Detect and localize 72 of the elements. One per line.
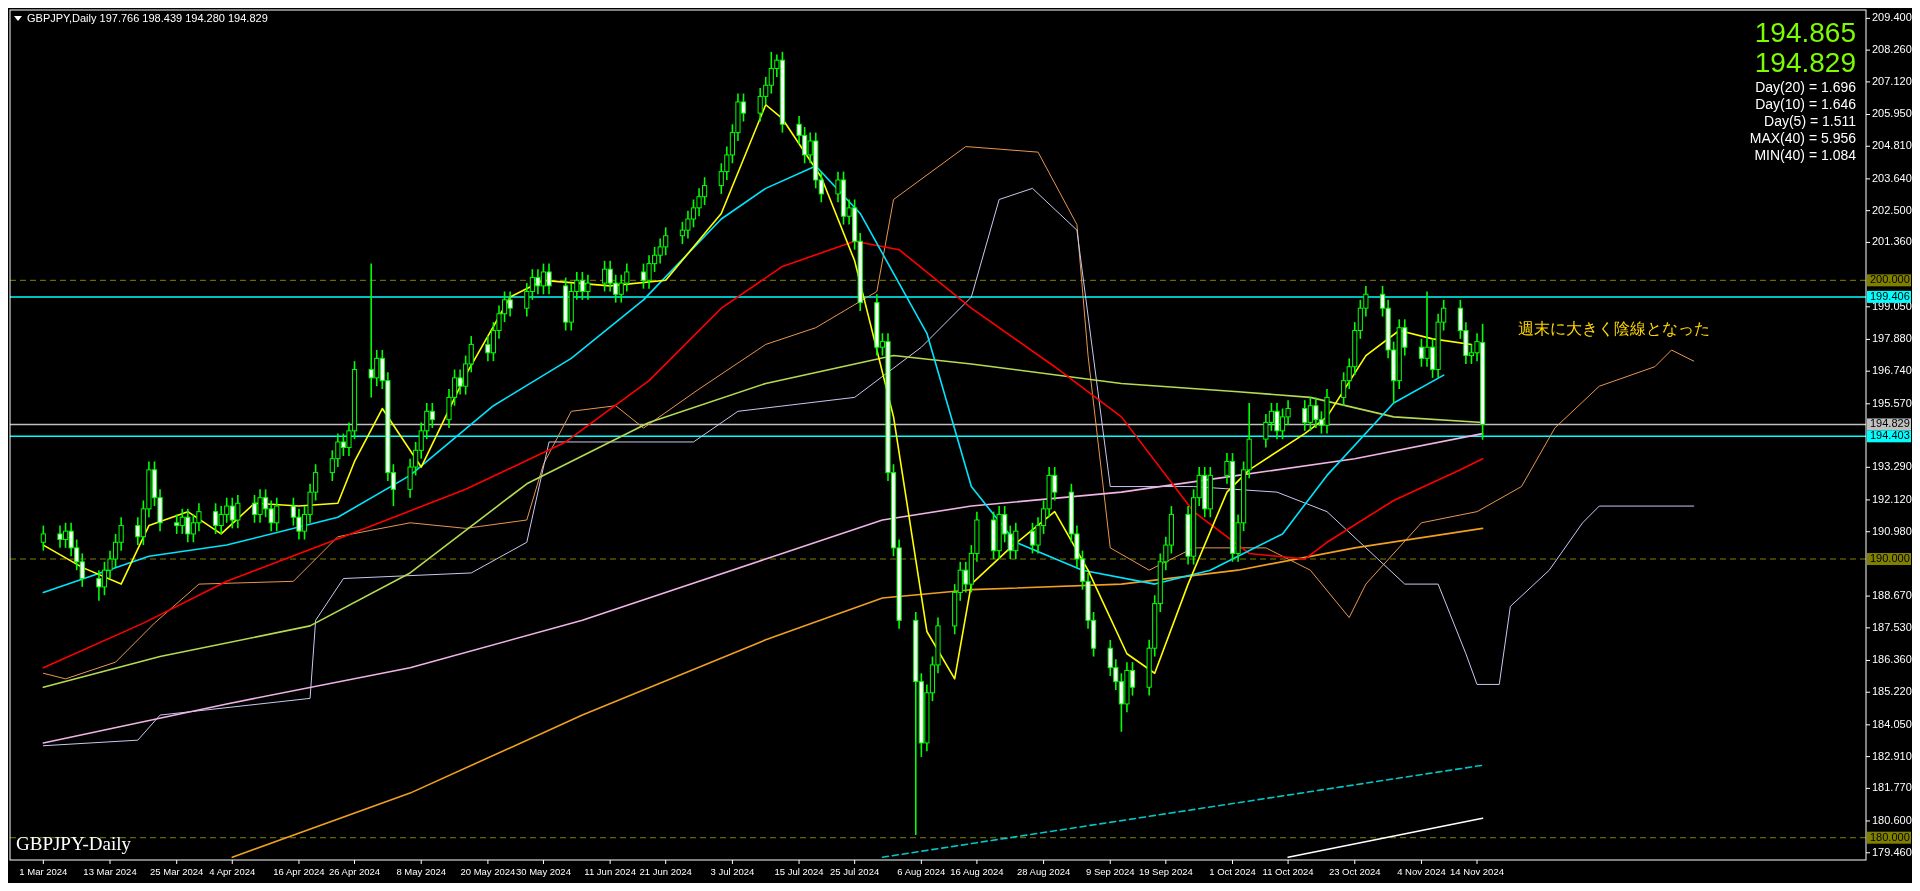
- x-tick-label: 14 Nov 2024: [1450, 866, 1504, 877]
- x-tick-label: 11 Jun 2024: [584, 866, 636, 877]
- x-tick-label: 25 Jul 2024: [830, 866, 880, 877]
- y-tick-label: 185.220: [1872, 685, 1912, 698]
- line-series: [42, 240, 1484, 669]
- ref-line-label: 200.000: [1870, 273, 1910, 286]
- x-tick-label: 26 Apr 2024: [328, 866, 381, 877]
- ref-line-label: 180.000: [1870, 830, 1910, 843]
- y-tick-label: 188.670: [1872, 588, 1912, 601]
- x-tick-label: 4 Nov 2024: [1397, 866, 1446, 877]
- y-tick-label: 209.400: [1872, 11, 1912, 24]
- x-tick-label: 11 Oct 2024: [1262, 866, 1314, 877]
- ref-line-label: 194.829: [1870, 417, 1910, 430]
- y-tick-label: 184.050: [1872, 717, 1912, 730]
- line-series: [231, 527, 1484, 859]
- y-tick-label: 186.360: [1872, 653, 1912, 666]
- x-tick-label: 6 Aug 2024: [897, 866, 946, 877]
- annotation: Day(20) = 1.696: [1755, 79, 1857, 95]
- candlestick: [40, 524, 46, 552]
- annotation: GBPJPY-Daily: [16, 833, 132, 854]
- y-tick-label: 204.810: [1872, 139, 1912, 152]
- line-series: [42, 103, 1473, 680]
- ref-line-label: 199.406: [1870, 289, 1910, 302]
- y-tick-label: 208.260: [1872, 43, 1912, 56]
- y-tick-label: 201.360: [1872, 235, 1912, 248]
- annotation: Day(10) = 1.646: [1755, 96, 1857, 112]
- x-tick-label: 8 May 2024: [396, 866, 447, 877]
- annotation: MIN(40) = 1.084: [1754, 147, 1857, 163]
- annotation: Day(5) = 1.511: [1764, 113, 1857, 129]
- y-tick-label: 195.570: [1872, 396, 1912, 409]
- x-tick-label: 25 Mar 2024: [150, 866, 204, 877]
- y-tick-label: 179.460: [1872, 845, 1912, 858]
- x-tick-label: 1 Mar 2024: [19, 866, 68, 877]
- x-tick-label: 9 Sep 2024: [1085, 866, 1135, 877]
- y-tick-label: 181.770: [1872, 781, 1912, 794]
- ref-line-label: 190.000: [1870, 551, 1910, 564]
- line-series: [42, 187, 1695, 747]
- y-tick-label: 192.120: [1872, 492, 1912, 505]
- annotation: MAX(40) = 5.956: [1749, 130, 1857, 146]
- y-tick-label: 207.120: [1872, 74, 1912, 87]
- chart-title: GBPJPY,Daily 197.766 198.439 194.280 194.829: [27, 12, 268, 24]
- x-tick-label: 21 Jun 2024: [639, 866, 692, 877]
- y-tick-label: 193.290: [1872, 460, 1912, 473]
- y-tick-label: 187.530: [1872, 620, 1912, 633]
- x-tick-label: 23 Oct 2024: [1328, 866, 1381, 877]
- x-tick-label: 3 Jul 2024: [710, 866, 755, 877]
- y-tick-label: 202.500: [1872, 203, 1912, 216]
- x-tick-label: 16 Aug 2024: [950, 866, 1004, 877]
- y-tick-label: 182.910: [1872, 749, 1912, 762]
- x-tick-label: 28 Aug 2024: [1016, 866, 1071, 877]
- x-tick-label: 19 Sep 2024: [1138, 866, 1193, 877]
- y-tick-label: 197.880: [1872, 332, 1912, 345]
- x-tick-label: 30 May 2024: [515, 866, 571, 877]
- x-tick-label: 20 May 2024: [460, 866, 516, 877]
- x-tick-label: 16 Apr 2024: [273, 866, 325, 877]
- line-series: [42, 432, 1484, 744]
- y-tick-label: 180.600: [1872, 813, 1912, 826]
- x-tick-label: 13 Mar 2024: [83, 866, 137, 877]
- y-tick-label: 190.980: [1872, 524, 1912, 537]
- x-tick-label: 1 Oct 2024: [1209, 866, 1256, 877]
- y-tick-label: 199.050: [1872, 299, 1912, 312]
- annotation: 194.865: [1754, 17, 1856, 48]
- y-tick-label: 203.640: [1872, 171, 1912, 184]
- x-tick-label: 4 Apr 2024: [209, 866, 256, 877]
- annotation: 週末に大きく陰線となった: [1518, 319, 1710, 338]
- line-series: [42, 146, 1695, 680]
- y-tick-label: 205.950: [1872, 107, 1912, 120]
- ref-line-label: 194.403: [1870, 429, 1910, 442]
- annotation: 194.829: [1754, 47, 1856, 78]
- x-tick-label: 15 Jul 2024: [774, 866, 824, 877]
- line-series: [42, 165, 1445, 594]
- y-tick-label: 196.740: [1872, 364, 1912, 377]
